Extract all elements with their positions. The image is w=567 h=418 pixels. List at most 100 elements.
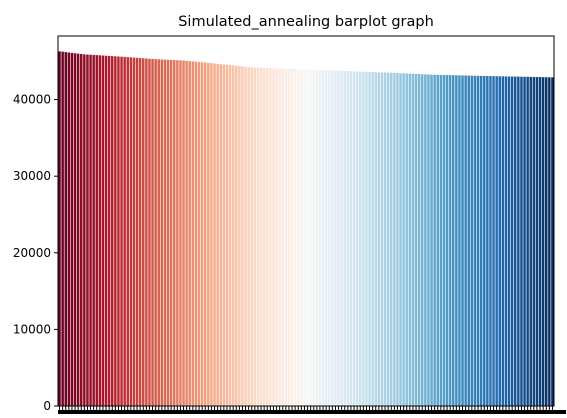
bar [73, 53, 77, 407]
chart-title: Simulated_annealing barplot graph [178, 14, 434, 30]
bar [95, 55, 98, 407]
bar [185, 60, 188, 407]
bar [104, 55, 108, 406]
bar [411, 73, 415, 407]
bar [523, 76, 526, 406]
bar [321, 70, 325, 406]
bar [467, 75, 470, 406]
plot-frame [57, 35, 555, 407]
bar [331, 70, 334, 406]
bar [374, 72, 377, 406]
bar [343, 70, 346, 406]
bar [83, 54, 86, 406]
bar [312, 69, 315, 407]
bar [182, 60, 185, 406]
bar [439, 74, 443, 407]
x-ticks-group [58, 406, 566, 414]
bar [80, 54, 83, 406]
bar [166, 59, 170, 406]
bar [231, 65, 235, 406]
bar [414, 73, 418, 407]
bar [238, 66, 241, 406]
bar [142, 58, 145, 406]
bar [135, 57, 139, 406]
bar [377, 72, 381, 406]
bar [145, 58, 148, 407]
bar [334, 70, 337, 406]
bar [250, 67, 253, 406]
bar [300, 69, 303, 406]
bar [318, 69, 322, 406]
bar [486, 76, 489, 407]
bar [390, 72, 393, 406]
bar [179, 60, 182, 407]
x-tick-labels-overlap [58, 410, 566, 414]
bar [479, 75, 483, 407]
bar [272, 68, 275, 407]
bar [427, 74, 430, 406]
bar [222, 64, 226, 406]
bar [269, 68, 272, 406]
bar [266, 67, 269, 406]
bar [455, 75, 458, 407]
bar [262, 67, 266, 407]
bar [492, 76, 495, 406]
bar [551, 77, 554, 407]
bar [349, 71, 353, 407]
bar [101, 55, 105, 406]
bar [362, 71, 365, 406]
bar [293, 69, 297, 406]
y-tick-label: 0 [43, 399, 51, 413]
bar [538, 77, 542, 406]
bar [383, 72, 387, 406]
bar [476, 75, 480, 406]
bar [371, 72, 374, 407]
bar [473, 75, 477, 406]
bar [197, 61, 201, 406]
bar [160, 59, 164, 406]
bar [461, 75, 464, 406]
bar [225, 64, 229, 406]
bar [70, 52, 74, 406]
bar [405, 73, 408, 407]
bar [64, 52, 67, 407]
bar [129, 57, 133, 407]
bar [92, 54, 95, 407]
bar [120, 56, 123, 407]
bar [188, 61, 191, 407]
bar [157, 59, 160, 406]
bar [510, 76, 514, 406]
bar [483, 75, 486, 407]
bar [228, 65, 232, 407]
bar [194, 61, 198, 406]
bar [517, 76, 520, 406]
bar [306, 69, 309, 406]
bar [114, 56, 117, 407]
bar [424, 74, 427, 406]
bar [132, 57, 136, 406]
bar [464, 75, 467, 406]
bar [315, 69, 319, 406]
bar [526, 76, 529, 406]
bar [340, 70, 343, 407]
bar [213, 63, 216, 406]
bar [117, 56, 120, 407]
bar [169, 59, 173, 407]
bar [386, 72, 390, 406]
bar [58, 51, 61, 406]
bar [148, 58, 151, 406]
bar [324, 70, 328, 406]
bar [368, 72, 371, 406]
bar [284, 68, 288, 407]
bar [241, 66, 244, 407]
bar [309, 69, 312, 407]
bar [458, 75, 461, 407]
bar [138, 58, 142, 407]
bar [303, 69, 306, 406]
bar [126, 57, 129, 406]
bar [173, 60, 176, 407]
bar [216, 63, 219, 407]
y-axis: 0 10000 20000 30000 40000 [13, 93, 58, 413]
bar [290, 68, 294, 406]
bar [365, 71, 368, 406]
